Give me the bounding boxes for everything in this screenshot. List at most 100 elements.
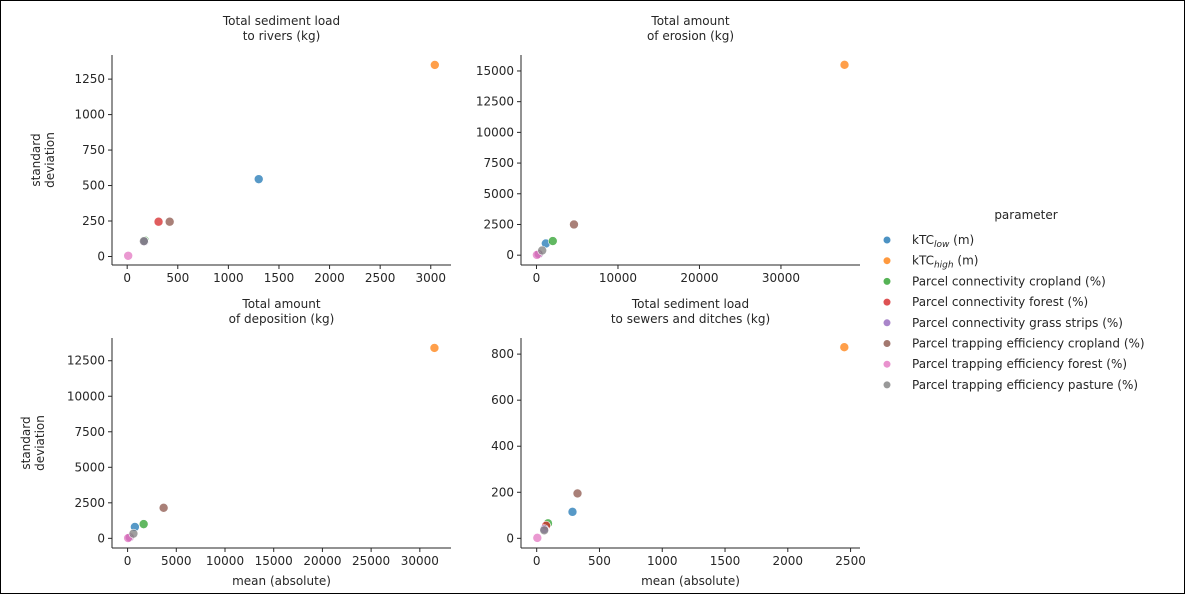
y-axis-label: standard <box>29 133 43 186</box>
subplot-title: Total sediment load <box>631 297 749 311</box>
legend-marker-trap_crop <box>883 340 891 347</box>
x-tick-label: 0 <box>533 271 541 285</box>
data-point-trap_pasture <box>539 525 550 536</box>
legend-label-trap_pasture: Parcel trapping efficiency pasture (%) <box>912 378 1138 392</box>
data-point-trap_pasture <box>128 528 139 539</box>
y-tick-label: 200 <box>491 485 514 499</box>
x-tick-label: 0 <box>124 554 132 568</box>
x-tick-label: 1000 <box>647 554 678 568</box>
y-tick-label: 1250 <box>74 72 105 86</box>
data-point-conn_crop <box>138 519 149 529</box>
subplot-title: to sewers and ditches (kg) <box>611 312 770 326</box>
y-tick-label: 0 <box>97 249 105 263</box>
y-tick-label: 5000 <box>483 187 514 201</box>
y-tick-label: 2500 <box>74 496 105 510</box>
y-tick-label: 12500 <box>476 95 514 109</box>
x-tick-label: 2000 <box>773 554 804 568</box>
subplot-2: 0 10000 20000 30000 0 2500 5000 7500 10000 12500 1… <box>476 14 860 285</box>
x-tick-label: 20000 <box>303 554 341 568</box>
data-point-ktc_high <box>429 343 440 353</box>
y-tick-label: 800 <box>491 347 514 361</box>
legend-marker-conn_forest <box>883 298 891 306</box>
y-tick-label: 500 <box>82 179 105 193</box>
subplot-title: to rivers (kg) <box>243 29 321 43</box>
y-tick-label: 12500 <box>67 354 105 368</box>
legend-marker-ktc_low <box>883 236 891 244</box>
subplot-title: Total amount <box>650 14 729 28</box>
x-tick-label: 15000 <box>255 554 293 568</box>
y-axis-label: deviation <box>33 415 47 471</box>
x-tick-label: 5000 <box>161 554 192 568</box>
legend-label-conn_forest: Parcel connectivity forest (%) <box>912 295 1088 309</box>
data-point-conn_crop <box>547 236 558 246</box>
data-point-trap_crop <box>572 488 583 499</box>
y-tick-label: 5000 <box>74 460 105 474</box>
y-tick-label: 600 <box>491 393 514 407</box>
data-point-ktc_high <box>839 60 850 70</box>
legend-label-trap_crop: Parcel trapping efficiency cropland (%) <box>912 337 1145 351</box>
legend-title: parameter <box>994 208 1057 222</box>
y-tick-label: 2500 <box>483 217 514 231</box>
x-tick-label: 30000 <box>762 271 800 285</box>
x-tick-label: 500 <box>166 271 189 285</box>
y-tick-label: 15000 <box>476 64 514 78</box>
data-point-ktc_high <box>430 60 440 70</box>
legend-marker-trap_forest <box>883 360 891 368</box>
x-tick-label: 1000 <box>213 271 244 285</box>
data-point-trap_pasture <box>139 236 149 246</box>
y-tick-label: 0 <box>506 248 514 262</box>
legend-marker-trap_pasture <box>883 381 891 389</box>
y-tick-label: 750 <box>82 143 105 157</box>
data-point-trap_forest <box>123 250 133 261</box>
x-tick-label: 10000 <box>206 554 244 568</box>
x-tick-label: 1500 <box>264 271 295 285</box>
legend-marker-conn_crop <box>883 277 891 285</box>
y-tick-label: 250 <box>82 214 105 228</box>
legend: parameter kTClow (m) kTChigh (m) Parcel con… <box>883 208 1145 392</box>
data-point-trap_crop <box>569 219 579 230</box>
legend-label-ktc_low: kTClow (m) <box>912 233 974 250</box>
x-tick-label: 25000 <box>352 554 390 568</box>
x-tick-label: 2500 <box>835 554 866 568</box>
x-tick-label: 2500 <box>365 271 396 285</box>
subplot-title: of deposition (kg) <box>229 312 335 326</box>
legend-marker-conn_grass <box>883 319 891 327</box>
subplot-title: Total sediment load <box>222 14 340 28</box>
legend-label-trap_forest: Parcel trapping efficiency forest (%) <box>912 357 1127 371</box>
subplot-1: 0 500 1000 1500 2000 2500 3000 0 250 500 750 1000 12… <box>29 14 451 285</box>
data-point-ktc_high <box>839 342 850 353</box>
subplot-4: 0 500 1000 1500 2000 2500 0 200 400 600 800 Total s… <box>491 297 866 588</box>
y-tick-label: 1000 <box>74 108 105 122</box>
subplot-title: Total amount <box>241 297 320 311</box>
x-axis-label: mean (absolute) <box>232 574 331 588</box>
x-tick-label: 0 <box>123 271 131 285</box>
data-point-trap_crop <box>164 216 175 227</box>
data-point-ktc_low <box>567 507 578 517</box>
x-tick-label: 3000 <box>415 271 446 285</box>
data-point-trap_forest <box>532 533 543 543</box>
y-tick-label: 10000 <box>67 389 105 403</box>
x-axis-label: mean (absolute) <box>641 574 740 588</box>
subplot-3: 0 5000 10000 15000 20000 25000 30000 0 2500 5000 7… <box>19 297 451 588</box>
data-point-trap_pasture <box>537 245 547 256</box>
legend-label-conn_crop: Parcel connectivity cropland (%) <box>912 274 1106 288</box>
data-point-trap_crop <box>158 502 169 513</box>
x-tick-label: 0 <box>533 554 541 568</box>
y-tick-label: 7500 <box>483 156 514 170</box>
data-point-conn_forest <box>153 216 164 227</box>
legend-label-conn_grass: Parcel connectivity grass strips (%) <box>912 316 1123 330</box>
y-tick-label: 400 <box>491 439 514 453</box>
y-tick-label: 7500 <box>74 425 105 439</box>
x-tick-label: 2000 <box>314 271 345 285</box>
y-axis-label: deviation <box>43 132 57 188</box>
y-axis-label: standard <box>19 416 33 469</box>
y-tick-label: 0 <box>506 531 514 545</box>
x-tick-label: 500 <box>588 554 611 568</box>
legend-marker-ktc_high <box>883 257 891 265</box>
x-tick-label: 30000 <box>401 554 439 568</box>
x-tick-label: 1500 <box>710 554 741 568</box>
x-tick-label: 20000 <box>680 271 718 285</box>
legend-label-ktc_high: kTChigh (m) <box>912 254 978 271</box>
x-tick-label: 10000 <box>599 271 637 285</box>
